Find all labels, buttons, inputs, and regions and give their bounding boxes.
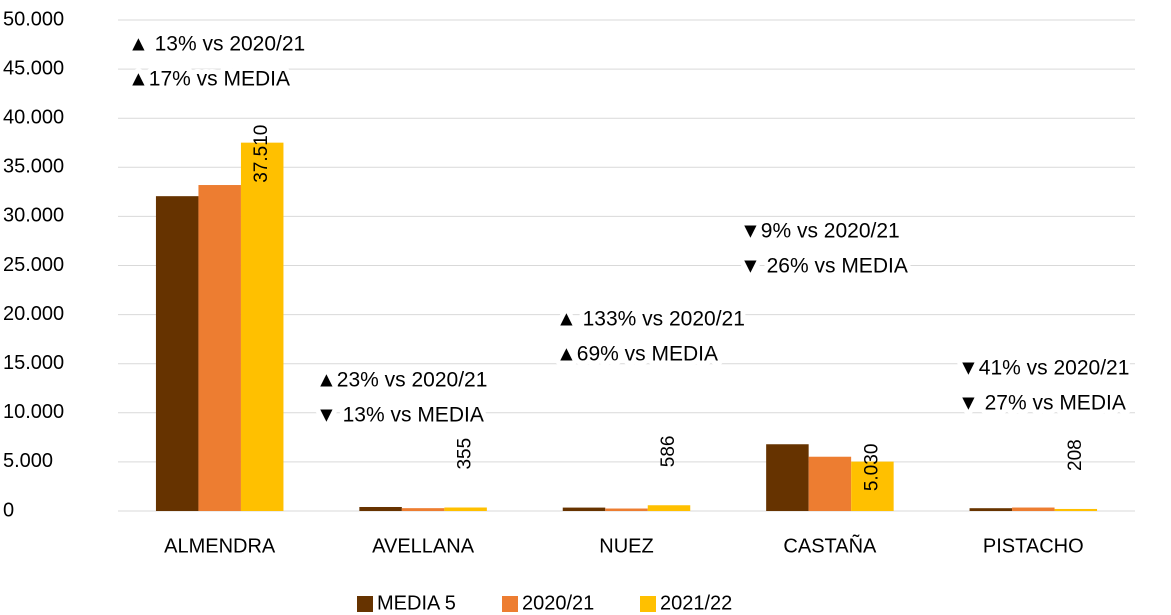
bar	[851, 461, 894, 511]
annotation: ▲ 133% vs 2020/21	[556, 308, 745, 331]
bar	[1054, 508, 1098, 511]
data-label: 586	[658, 436, 679, 468]
bar	[808, 456, 852, 511]
x-tick-label: AVELLANA	[372, 535, 475, 557]
bar	[240, 142, 284, 511]
x-tick-label: CASTAÑA	[783, 533, 877, 557]
data-label: 5.030	[861, 444, 882, 492]
annotation: ▲ 13% vs 2020/21	[128, 33, 305, 56]
legend-label: 2021/22	[660, 592, 732, 614]
x-tick-label: ALMENDRA	[164, 535, 276, 557]
annotation: ▲69% vs MEDIA	[556, 343, 718, 366]
bar	[766, 444, 809, 511]
data-label: 37.510	[251, 125, 272, 183]
annotation: ▼41% vs 2020/21	[958, 357, 1129, 380]
y-tick-label: 30.000	[3, 205, 64, 227]
legend-swatch	[640, 596, 656, 612]
annotation: ▼ 27% vs MEDIA	[958, 392, 1126, 415]
bar	[444, 507, 487, 511]
y-tick-label: 0	[3, 499, 14, 521]
y-tick-label: 10.000	[3, 401, 64, 423]
y-tick-label: 20.000	[3, 303, 64, 325]
data-label: 208	[1065, 439, 1086, 471]
legend-swatch	[357, 596, 373, 612]
y-tick-label: 5.000	[3, 450, 53, 472]
legend-swatch	[502, 596, 518, 612]
legend-label: 2020/21	[522, 592, 594, 614]
bar	[359, 506, 402, 511]
x-tick-label: PISTACHO	[983, 535, 1084, 557]
annotation: ▼ 26% vs MEDIA	[740, 255, 908, 278]
bar	[155, 196, 199, 511]
data-label: 355	[455, 438, 476, 470]
y-tick-label: 35.000	[3, 156, 64, 178]
x-tick-label: NUEZ	[599, 535, 653, 557]
y-tick-label: 50.000	[3, 8, 64, 30]
bar	[647, 505, 691, 511]
y-tick-label: 15.000	[3, 352, 64, 374]
y-tick-label: 45.000	[3, 57, 64, 79]
annotation: ▲17% vs MEDIA	[128, 68, 290, 91]
bar	[1012, 507, 1055, 511]
annotation: ▼ 13% vs MEDIA	[316, 404, 484, 427]
bar	[605, 508, 648, 511]
bar	[198, 185, 241, 512]
legend-label: MEDIA 5	[377, 592, 456, 614]
annotation: ▼9% vs 2020/21	[740, 220, 900, 243]
bar	[562, 507, 606, 511]
annotation: ▲23% vs 2020/21	[316, 369, 487, 392]
y-tick-label: 25.000	[3, 254, 64, 276]
bar	[969, 508, 1013, 511]
bar	[401, 508, 445, 511]
y-tick-label: 40.000	[3, 106, 64, 128]
